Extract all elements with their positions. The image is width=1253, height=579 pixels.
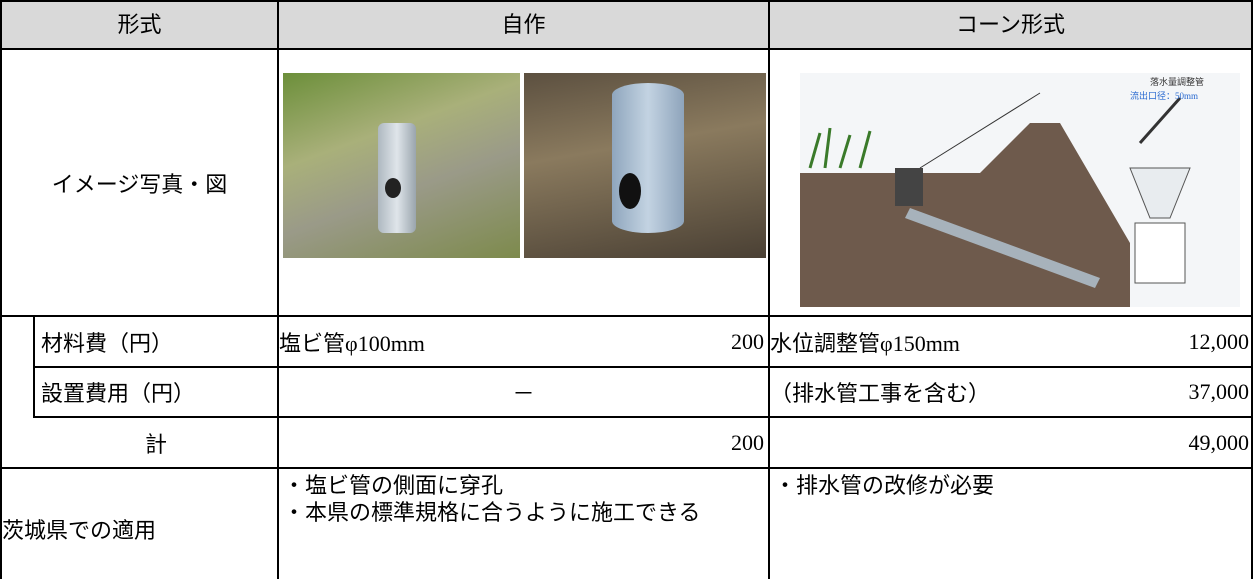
pipe [378, 123, 416, 233]
amount: 200 [731, 429, 764, 455]
diagram-label: 落水量調整管 [1150, 76, 1204, 87]
cell: 塩ビ管φ100mm 200 [279, 317, 770, 368]
pipe [895, 168, 923, 206]
item: 水位調整管φ150mm [770, 330, 960, 356]
label: 計 [144, 431, 167, 457]
label: イメージ写真・図 [51, 171, 228, 197]
header-cell: コーン形式 [770, 2, 1253, 50]
cell: 49,000 [770, 418, 1253, 469]
drain-pipe [905, 208, 1100, 288]
image-cell: 落水量調整管 流出口径：50mm [770, 50, 1253, 317]
plants [808, 127, 872, 169]
item: 塩ビ管φ100mm [279, 330, 425, 356]
cell: 水位調整管φ150mm 12,000 [770, 317, 1253, 368]
label: 茨城県での適用 [2, 518, 157, 543]
border [0, 0, 1253, 2]
note: ・本県の標準規格に合うように施工できる [283, 500, 701, 525]
amount: 12,000 [1188, 328, 1250, 354]
photo [524, 73, 766, 258]
item: － [512, 381, 535, 406]
label: 設置費用（円） [41, 381, 196, 406]
hole [385, 178, 401, 198]
photo [283, 73, 520, 258]
pipe [612, 83, 684, 233]
cell: （排水管工事を含む） 37,000 [770, 368, 1253, 418]
note: ・塩ビ管の側面に穿孔 [283, 473, 504, 498]
leader [919, 92, 1041, 169]
header-cell: 自作 [279, 2, 770, 50]
note: ・排水管の改修が必要 [774, 473, 995, 498]
cover [2, 418, 35, 469]
row-label: 茨城県での適用 [2, 469, 279, 579]
border [0, 0, 2, 579]
cell: ・排水管の改修が必要 [770, 469, 1253, 579]
diagram-label: 流出口径：50mm [1130, 90, 1198, 101]
row-label: 計 [35, 418, 279, 469]
header-cell: 形式 [2, 2, 279, 50]
diagram: 落水量調整管 流出口径：50mm [800, 73, 1240, 307]
item: （排水管工事を含む） [770, 381, 991, 406]
cell: 200 [279, 418, 770, 469]
amount: 37,000 [1188, 379, 1250, 404]
cone [1129, 167, 1191, 219]
cell: － [279, 368, 770, 418]
cell: ・塩ビ管の側面に穿孔 ・本県の標準規格に合うように施工できる [279, 469, 770, 579]
label: 材料費（円） [41, 330, 174, 356]
image-cell [279, 50, 770, 317]
row-label: 材料費（円） [35, 317, 279, 368]
hole [619, 173, 641, 209]
box [1134, 222, 1186, 284]
amount: 200 [731, 328, 764, 354]
lever [1138, 97, 1182, 144]
row-label: 設置費用（円） [35, 368, 279, 418]
row-label: イメージ写真・図 [2, 50, 279, 317]
amount: 49,000 [1188, 429, 1250, 455]
